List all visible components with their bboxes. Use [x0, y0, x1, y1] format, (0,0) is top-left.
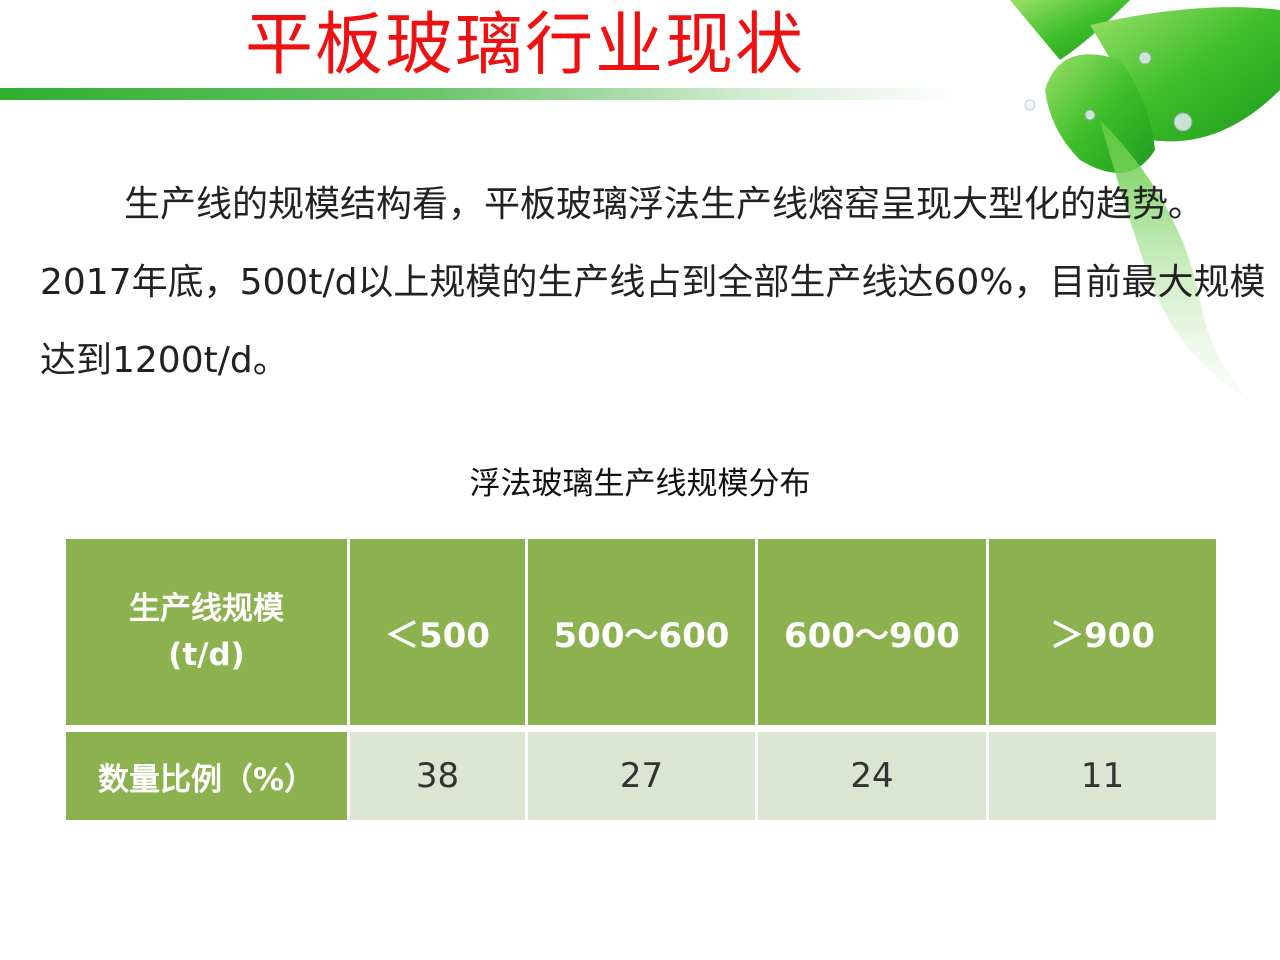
- body-text: 生产线的规模结构看，平板玻璃浮法生产线熔窑呈现大型化的趋势。2017年底，500…: [40, 184, 1266, 381]
- header-label-line1: 生产线规模: [129, 591, 284, 627]
- header-cell: ＞900: [989, 539, 1216, 725]
- table-header-row: 生产线规模 (t/d) ＜500 500～600 600～900 ＞900: [66, 539, 1216, 725]
- title-underline: [0, 88, 960, 100]
- value-cell: 24: [758, 732, 986, 820]
- scale-distribution-table: 生产线规模 (t/d) ＜500 500～600 600～900 ＞900 数量比…: [63, 539, 1219, 820]
- table-row: 数量比例（%） 38 27 24 11: [66, 732, 1216, 820]
- header-cell: 500～600: [528, 539, 755, 725]
- table-caption: 浮法玻璃生产线规模分布: [469, 466, 811, 502]
- body-paragraph: 生产线的规模结构看，平板玻璃浮法生产线熔窑呈现大型化的趋势。2017年底，500…: [40, 166, 1270, 400]
- header-cell: ＜500: [350, 539, 525, 725]
- header-label-cell: 生产线规模 (t/d): [66, 539, 347, 725]
- value-cell: 27: [528, 732, 755, 820]
- header-label-line2: (t/d): [168, 637, 245, 673]
- value-cell: 38: [350, 732, 525, 820]
- row-label-cell: 数量比例（%）: [66, 732, 347, 820]
- value-cell: 11: [989, 732, 1216, 820]
- leaf-decoration-icon: [950, 0, 1280, 400]
- slide-title: 平板玻璃行业现状: [245, 6, 806, 85]
- header-cell: 600～900: [758, 539, 986, 725]
